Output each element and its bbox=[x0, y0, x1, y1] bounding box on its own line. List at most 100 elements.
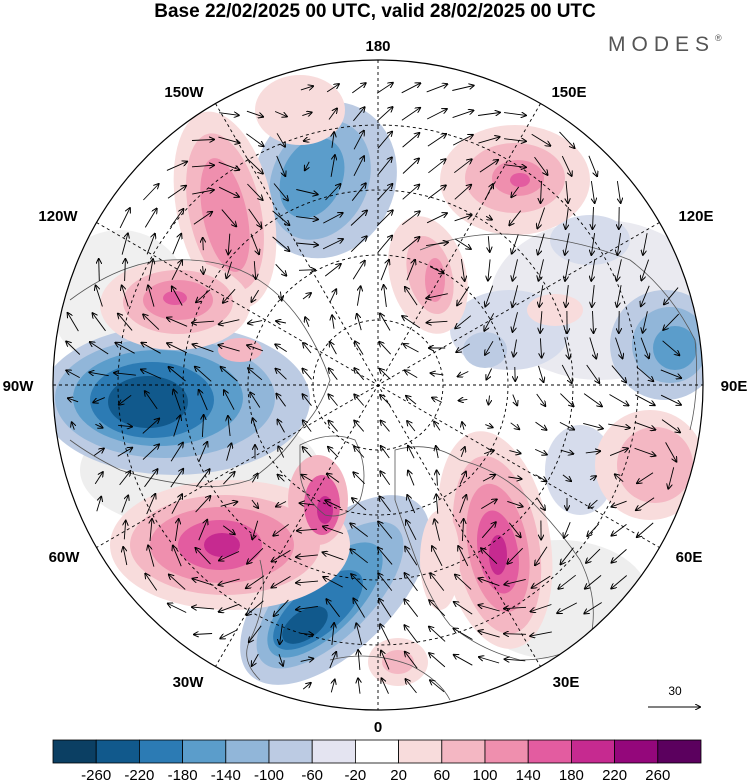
wind-vector bbox=[352, 83, 365, 94]
wind-vector bbox=[407, 495, 416, 514]
wind-vector bbox=[617, 285, 622, 307]
colorbar-tick-label: -100 bbox=[254, 767, 284, 783]
wind-vector bbox=[429, 600, 446, 617]
wind-vector bbox=[530, 631, 552, 636]
wind-vector bbox=[427, 185, 446, 199]
wind-vector bbox=[437, 470, 438, 486]
wind-vector bbox=[272, 236, 290, 251]
wind-vector bbox=[248, 321, 263, 324]
wind-vector bbox=[486, 368, 493, 380]
wind-vector bbox=[462, 519, 463, 542]
wind-vector bbox=[219, 319, 240, 325]
wind-vector bbox=[426, 213, 447, 224]
wind-vector bbox=[511, 186, 520, 197]
wind-vector bbox=[221, 367, 238, 382]
wind-vector bbox=[272, 550, 291, 561]
wind-vector bbox=[279, 654, 283, 666]
wind-vector bbox=[191, 165, 214, 167]
wind-vector bbox=[273, 523, 289, 535]
wind-vector bbox=[557, 602, 578, 613]
wind-vector bbox=[304, 139, 311, 141]
wind-vector bbox=[302, 475, 313, 482]
wind-vector bbox=[566, 285, 569, 307]
wind-vector bbox=[198, 520, 207, 541]
wind-vector bbox=[484, 313, 495, 330]
wind-vector bbox=[431, 373, 444, 375]
wind-vector bbox=[93, 449, 104, 456]
wind-vector bbox=[509, 210, 522, 226]
wind-vector bbox=[173, 546, 182, 567]
wind-vector bbox=[172, 287, 183, 306]
colorbar-swatch bbox=[138, 739, 183, 764]
lon-label-120e: 120E bbox=[678, 208, 713, 225]
wind-vector bbox=[330, 342, 337, 355]
wind-vector bbox=[300, 659, 314, 662]
wind-vector bbox=[89, 372, 109, 377]
wind-vector bbox=[384, 285, 387, 307]
wind-vector bbox=[221, 209, 236, 227]
wind-vector bbox=[272, 576, 291, 587]
wind-vector bbox=[142, 444, 159, 460]
wind-vector bbox=[484, 184, 493, 201]
wind-vector bbox=[276, 133, 285, 146]
negative-area bbox=[279, 137, 345, 219]
wind-vector bbox=[432, 398, 443, 403]
wind-vector bbox=[196, 289, 211, 302]
negative-area bbox=[653, 326, 697, 370]
wind-vector bbox=[535, 546, 548, 565]
wind-vector bbox=[401, 83, 421, 94]
wind-vector bbox=[429, 627, 446, 642]
wind-vector bbox=[193, 579, 214, 586]
wind-vector bbox=[143, 184, 158, 201]
wind-vector bbox=[459, 495, 467, 514]
wind-vector bbox=[355, 341, 364, 355]
wind-vector bbox=[430, 266, 443, 274]
wind-vector bbox=[455, 575, 472, 590]
wind-vector bbox=[637, 472, 654, 483]
wind-vector bbox=[479, 578, 500, 587]
lon-label-150e: 150E bbox=[551, 84, 586, 101]
wind-vector bbox=[352, 498, 367, 511]
map-title: Base 22/02/2025 00 UTC, valid 28/02/2025… bbox=[154, 1, 596, 22]
wind-vector bbox=[167, 343, 188, 354]
wind-vector bbox=[513, 259, 518, 280]
wind-vector bbox=[249, 625, 262, 642]
wind-vector bbox=[404, 599, 419, 617]
wind-vector bbox=[402, 316, 421, 329]
wind-vector bbox=[534, 156, 548, 175]
wind-vector bbox=[612, 524, 627, 535]
wind-vector bbox=[660, 369, 681, 378]
wind-vector bbox=[379, 599, 392, 618]
wind-vector bbox=[296, 606, 318, 609]
wind-vector bbox=[192, 190, 214, 195]
wind-vector bbox=[586, 548, 601, 563]
wind-vector bbox=[247, 547, 264, 563]
wind-vector bbox=[353, 472, 366, 485]
wind-vector bbox=[379, 342, 392, 355]
wind-vector bbox=[193, 212, 212, 225]
wind-vector bbox=[430, 573, 445, 591]
wind-vector bbox=[406, 260, 415, 281]
wind-vector bbox=[532, 575, 551, 588]
wind-vector bbox=[408, 446, 415, 459]
wind-vector bbox=[531, 604, 552, 612]
wind-vector bbox=[459, 472, 466, 485]
wind-vector bbox=[426, 109, 447, 120]
colorbar-swatch bbox=[268, 739, 313, 764]
latitude-circle bbox=[182, 189, 574, 581]
wind-vector bbox=[535, 448, 547, 454]
wind-vector bbox=[122, 286, 129, 307]
wind-vector bbox=[171, 494, 182, 514]
wind-vector bbox=[144, 209, 156, 228]
wind-vector bbox=[196, 548, 211, 565]
wind-vector bbox=[228, 416, 230, 437]
wind-vector bbox=[228, 233, 230, 255]
wind-vector bbox=[504, 165, 526, 168]
negative-area bbox=[545, 425, 615, 515]
wind-vector bbox=[276, 501, 287, 507]
wind-vector bbox=[615, 337, 623, 359]
wind-vector bbox=[377, 132, 392, 149]
wind-vector bbox=[191, 140, 214, 141]
wind-vector bbox=[169, 367, 186, 382]
